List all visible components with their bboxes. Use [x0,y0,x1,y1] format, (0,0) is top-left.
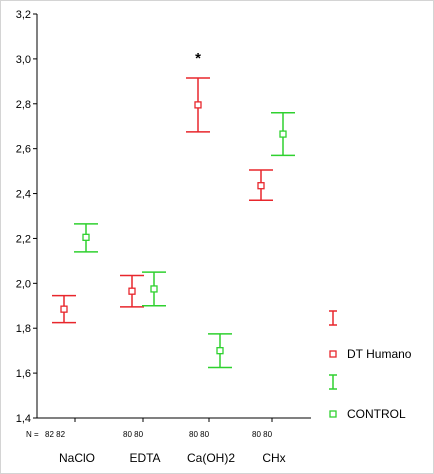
mean-marker [128,287,136,295]
y-tick-label: 3,2 [16,9,31,21]
x-category-label: CHx [262,451,285,465]
mean-marker [279,130,287,138]
x-category-label: EDTA [129,451,160,465]
legend-marker [329,410,337,418]
mean-marker [194,101,202,109]
y-tick-label: 2,8 [16,99,31,111]
mean-marker [150,285,158,293]
mean-marker [216,347,224,355]
n-label: 80 80 [252,430,273,439]
mean-marker [82,233,90,241]
legend-item: CONTROL [329,374,406,421]
n-prefix-label: N = [26,430,39,439]
n-label: 80 80 [123,430,144,439]
series-dt-humano [52,77,273,324]
mean-marker [60,305,68,313]
significance-asterisk: * [195,50,201,67]
axes: 1,4 1,6 1,8 2,0 2,2 2,4 2,6 2,8 3,0 3,2 N = 82 82 Na… [16,9,311,465]
x-category-label: NaClO [59,451,95,465]
y-tick-label: 3,0 [16,54,31,66]
y-tick-label: 1,8 [16,323,31,335]
n-label: 82 82 [45,430,66,439]
mean-marker [257,182,265,190]
n-label: 80 80 [189,430,210,439]
series-control [74,112,295,369]
legend-item: DT Humano [329,310,412,361]
y-tick-label: 1,4 [16,413,31,425]
y-tick-label: 1,6 [16,368,31,380]
y-tick-label: 2,6 [16,144,31,156]
y-tick-label: 2,0 [16,278,31,290]
legend-label: CONTROL [347,407,406,421]
y-tick-label: 2,4 [16,189,31,201]
x-category-label: Ca(OH)2 [187,451,235,465]
legend-marker [329,350,337,358]
legend: DT Humano CONTROL [329,310,412,421]
legend-label: DT Humano [347,347,412,361]
chart-marks: * [52,50,295,369]
y-tick-label: 2,2 [16,233,31,245]
